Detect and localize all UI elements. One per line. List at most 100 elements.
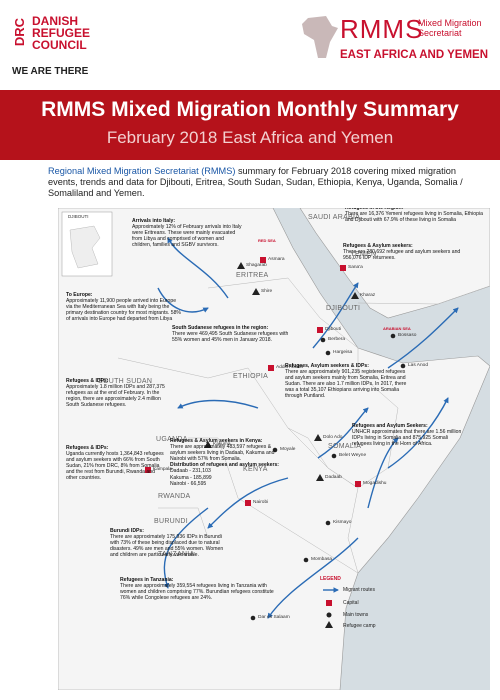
country-label: BURUNDI bbox=[154, 518, 188, 525]
country-label: DJIBOUTI bbox=[326, 305, 361, 312]
country-label: UGANDA bbox=[156, 436, 188, 443]
drc-word: REFUGEE bbox=[32, 26, 91, 40]
town-icon bbox=[250, 615, 256, 621]
annotation-text: There are 280,692 refugee and asylum see… bbox=[343, 249, 461, 262]
town-label: Kharaz bbox=[360, 293, 376, 298]
town-icon bbox=[317, 327, 323, 333]
town-label: Belet Weyne bbox=[339, 453, 367, 458]
annotation-title: To Europe: bbox=[66, 292, 93, 298]
town-label: Kismayo bbox=[333, 520, 352, 525]
legend-item: Migrant routes bbox=[343, 587, 375, 593]
map-shapes bbox=[58, 208, 490, 690]
annotation: Refugees & Asylum seekers: There are 280,… bbox=[343, 243, 475, 261]
annotation-title: Refugees & Asylum seekers: bbox=[343, 243, 413, 249]
annotation: Refugees, Asylum seekers & IDPs: There ar… bbox=[285, 363, 409, 400]
town-icon bbox=[245, 500, 251, 506]
annotation-title: Refugees and Asylum Seekers: bbox=[352, 423, 428, 429]
rmms-region: EAST AFRICA AND YEMEN bbox=[340, 49, 489, 61]
town-label: Moyale bbox=[280, 447, 296, 452]
annotation: South Sudanese refugees in the region: Th… bbox=[172, 325, 294, 343]
annotation: Refugees & IDPs: Uganda currently hosts 1… bbox=[66, 445, 166, 482]
banner-subtitle: February 2018 East Africa and Yemen bbox=[106, 128, 394, 147]
annotation-text: Approximately 1.8 million IDPs and 287,3… bbox=[66, 384, 165, 409]
town-label: Djibouti bbox=[325, 327, 341, 332]
annotation-title: Refugees & Asylum seekers in Kenya: bbox=[170, 438, 263, 444]
annotation: Burundi IDPs: There are approximately 175… bbox=[110, 528, 232, 558]
town-label: Asmara bbox=[268, 257, 285, 262]
town-icon bbox=[303, 557, 309, 563]
town-icon bbox=[355, 481, 361, 487]
annotation-title: Refugees, Asylum seekers & IDPs: bbox=[285, 363, 369, 369]
legend-town bbox=[326, 612, 332, 618]
legend-title: LEGEND bbox=[320, 576, 341, 582]
town-icon bbox=[340, 265, 346, 271]
town-icon bbox=[390, 333, 396, 339]
migrant-routes bbox=[157, 237, 459, 619]
country-label: ETHIOPIA bbox=[233, 373, 269, 380]
intro-text: summary for February 2018 covering mixed… bbox=[48, 166, 463, 198]
annotation-text: UNHCR approximates that there are 1.56 m… bbox=[352, 429, 462, 448]
drc-tagline: WE ARE THERE bbox=[12, 66, 89, 77]
banner bbox=[0, 90, 500, 160]
town-icon bbox=[260, 257, 266, 263]
intro: Regional Mixed Migration Secretariat (RM… bbox=[48, 166, 468, 199]
rmms-sub: Secretariat bbox=[418, 28, 462, 38]
legend-camp bbox=[325, 621, 333, 628]
town-icon bbox=[400, 363, 406, 369]
town-icon bbox=[145, 467, 151, 473]
drc-logo: DRC DANISH REFUGEE COUNCIL WE ARE THERE bbox=[10, 14, 150, 84]
town-icon bbox=[351, 292, 359, 299]
legend-item: Capital bbox=[343, 600, 359, 606]
country-label: YEMEN bbox=[350, 251, 377, 258]
town-icon bbox=[325, 350, 331, 356]
annotation-title: Refugees & IDPs: bbox=[66, 378, 109, 384]
annotation-title: Burundi IDPs: bbox=[110, 528, 144, 534]
town-label: Shagarab bbox=[246, 263, 267, 268]
town-icon bbox=[268, 365, 274, 371]
annotation: Refugees & Asylum seekers in Kenya: There… bbox=[170, 438, 288, 487]
town-icon bbox=[316, 474, 324, 481]
rmms-logo: RMMS Mixed Migration Secretariat EAST AF… bbox=[300, 12, 495, 80]
inset-shape bbox=[69, 225, 101, 269]
intro-link[interactable]: Regional Mixed Migration Secretariat (RM… bbox=[48, 166, 236, 176]
town-icon bbox=[252, 288, 260, 295]
town-label: Dadaab bbox=[325, 475, 342, 480]
annotation: To Europe: Approximately 11,900 people ar… bbox=[66, 292, 182, 322]
town-label: Dar es Salaam bbox=[258, 615, 290, 620]
rmms-sub: Mixed Migration bbox=[418, 18, 482, 28]
drc-abbr: DRC bbox=[12, 18, 27, 47]
rmms-name: RMMS bbox=[340, 14, 424, 44]
town-icon bbox=[331, 453, 337, 459]
country-label: TANZANIA bbox=[158, 551, 195, 558]
town-label: Sana'a bbox=[348, 265, 363, 270]
country-label: KENYA bbox=[243, 466, 268, 473]
annotation-text: Approximately 11,900 people arrived into… bbox=[66, 298, 181, 323]
annotation-text: There are approximately 901,235 register… bbox=[285, 369, 407, 400]
annotation-title: Refugees & IDPs: bbox=[66, 445, 109, 451]
annotation-title: Refugees in the Region: bbox=[345, 208, 404, 211]
town-label: Las Anod bbox=[408, 363, 429, 368]
drc-word: COUNCIL bbox=[32, 38, 87, 52]
town-label: Kampala bbox=[153, 467, 172, 472]
country-label: SOUTH SUDAN bbox=[98, 378, 153, 385]
sea-label: RED SEA bbox=[258, 238, 276, 243]
annotation-title: Arrivals into Italy: bbox=[132, 218, 176, 224]
annotation-title: South Sudanese refugees in the region: bbox=[172, 325, 269, 331]
town-icon bbox=[320, 337, 326, 343]
annotation-line: Dadaab - 231,103 bbox=[170, 468, 211, 475]
town-label: Dolo Ado bbox=[323, 435, 343, 440]
town-label: Addis Ababa bbox=[276, 365, 303, 370]
town-label: Kakuma bbox=[213, 442, 231, 447]
legend-capital bbox=[326, 600, 332, 606]
annotation-text: There were 469,495 South Sudanese refuge… bbox=[172, 331, 289, 344]
annotation-text: There are approximately 175,936 IDPs in … bbox=[110, 534, 224, 559]
annotation-text: There are approximately 483,597 refugees… bbox=[170, 444, 275, 463]
map: DJIBOUTI LEGEND Migrant routes Capital M… bbox=[58, 208, 490, 690]
annotation-text: There are approximately 359,554 refugees… bbox=[120, 583, 274, 602]
annotation-line: Nairobi - 66,595 bbox=[170, 480, 207, 487]
town-label: Berbera bbox=[328, 337, 346, 342]
inset-label: DJIBOUTI bbox=[68, 214, 89, 219]
annotation: Refugees in the Region: There are 16,376 … bbox=[345, 208, 487, 223]
country-label: RWANDA bbox=[158, 493, 191, 500]
